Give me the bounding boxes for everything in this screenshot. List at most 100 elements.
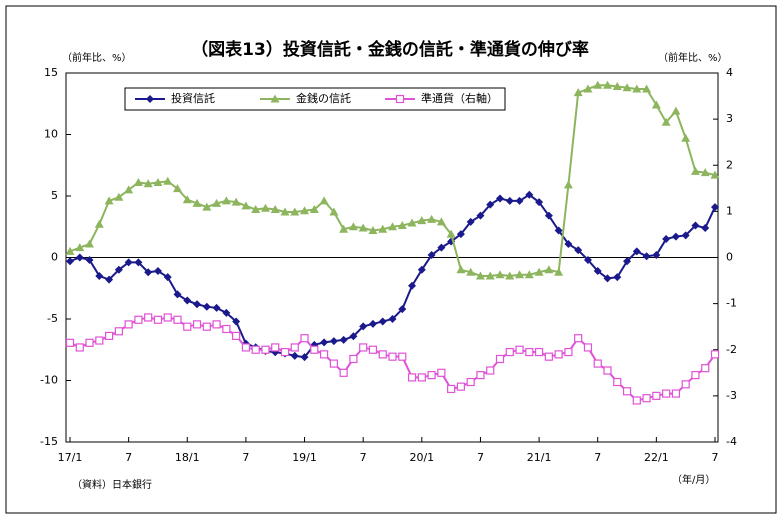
marker (642, 394, 651, 403)
marker (202, 322, 211, 331)
marker (622, 83, 632, 92)
marker (544, 352, 553, 361)
marker (652, 391, 661, 400)
marker (651, 100, 661, 109)
marker (144, 268, 153, 277)
marker (114, 327, 123, 336)
x-tick-label: 21/1 (527, 451, 552, 464)
marker (496, 194, 504, 203)
y2-axis-label: （前年比、%） (658, 51, 728, 64)
marker (153, 315, 163, 324)
marker (691, 221, 700, 230)
marker (691, 371, 700, 380)
marker (359, 343, 368, 352)
marker (212, 320, 221, 329)
marker (701, 364, 710, 373)
chart-title: （図表13）投資信託・金銭の信託・準通貨の伸び率 (191, 39, 589, 60)
marker (622, 387, 632, 396)
marker (388, 222, 397, 231)
marker (486, 200, 495, 209)
marker (153, 177, 163, 186)
marker (319, 196, 329, 205)
marker (447, 384, 456, 394)
marker (613, 273, 622, 282)
x-tick-label: 7 (594, 451, 601, 464)
x-tick-label: 18/1 (175, 451, 200, 464)
marker (466, 267, 476, 276)
y2-tick-label: 3 (726, 112, 733, 125)
x-tick-label: 7 (477, 451, 484, 464)
marker (349, 332, 358, 341)
marker (290, 207, 300, 216)
marker (378, 224, 388, 233)
marker (427, 251, 436, 260)
legend-label: 金銭の信託 (296, 91, 351, 105)
marker (632, 247, 641, 256)
marker (593, 267, 602, 276)
marker (85, 338, 94, 347)
x-axis-label: （年/月） (672, 473, 715, 486)
marker (202, 302, 211, 311)
marker (349, 354, 358, 364)
marker (146, 95, 154, 103)
marker (612, 82, 622, 91)
marker (133, 177, 143, 186)
x-tick-label: 20/1 (409, 451, 434, 464)
marker (231, 197, 241, 206)
marker (94, 219, 104, 228)
y2-tick-label: -3 (726, 389, 737, 402)
marker (515, 345, 524, 354)
y2-tick-label: 0 (726, 251, 733, 264)
marker (222, 324, 231, 334)
marker (485, 271, 495, 280)
marker (251, 205, 261, 214)
marker (75, 253, 84, 262)
y-tick-label: -10 (40, 374, 58, 387)
marker (573, 88, 583, 97)
y-tick-label: 15 (44, 66, 58, 79)
y-tick-label: -15 (40, 435, 58, 448)
marker (271, 343, 280, 352)
marker (75, 343, 84, 352)
marker (525, 190, 534, 199)
y-tick-label: 0 (51, 251, 58, 264)
marker (329, 207, 339, 216)
marker (95, 336, 104, 345)
marker (642, 84, 652, 93)
marker (193, 300, 202, 309)
marker (183, 296, 192, 305)
marker (476, 211, 485, 220)
marker (495, 270, 505, 279)
marker (270, 94, 280, 103)
marker (300, 334, 309, 343)
marker (603, 274, 612, 283)
marker (583, 84, 593, 93)
marker (681, 133, 691, 142)
marker (183, 322, 192, 331)
marker (417, 373, 426, 382)
marker (671, 106, 681, 115)
marker (603, 366, 612, 375)
y2-tick-label: -4 (726, 435, 737, 448)
marker (583, 343, 593, 352)
marker (564, 239, 573, 248)
marker (95, 271, 104, 280)
marker (270, 205, 280, 214)
y2-tick-label: -2 (726, 343, 737, 356)
marker (574, 246, 583, 255)
marker (544, 265, 554, 274)
marker (310, 345, 319, 354)
marker (681, 231, 690, 240)
marker (339, 335, 348, 344)
legend-label: 準通貨（右軸） (421, 91, 498, 105)
marker (544, 211, 553, 220)
x-tick-label: 7 (712, 451, 719, 464)
marker (339, 368, 348, 377)
marker (368, 225, 378, 234)
marker (632, 396, 641, 405)
marker (290, 351, 299, 360)
marker (124, 185, 134, 194)
marker (690, 166, 700, 175)
marker (583, 255, 592, 264)
